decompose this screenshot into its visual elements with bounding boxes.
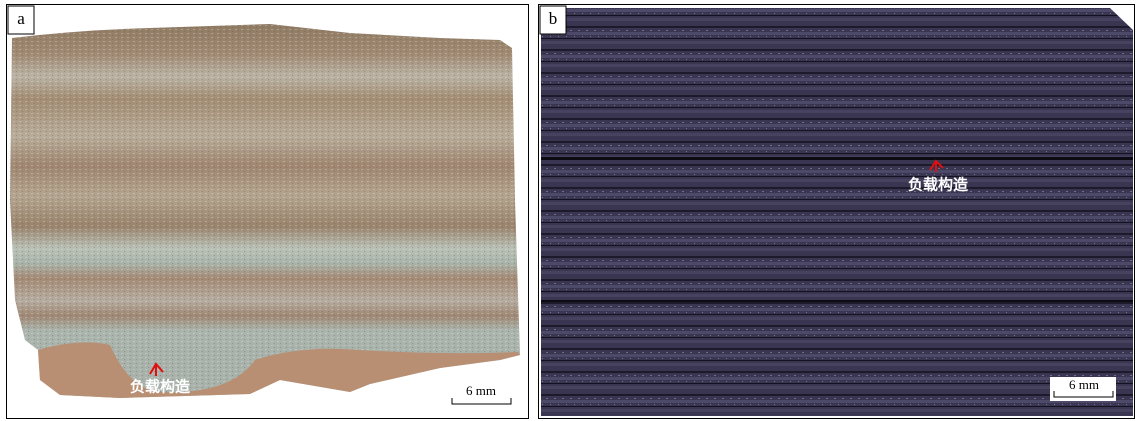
panel-label: a <box>17 9 25 28</box>
panel-label: b <box>549 9 558 28</box>
scale-label: 6 mm <box>466 383 496 398</box>
figure: a 负载构造 6 mm b 负载构造 6 mm <box>0 0 1136 421</box>
rock-sample <box>541 8 1133 416</box>
dark-lamina <box>541 300 1133 302</box>
annotation: 负载构造 <box>908 176 968 194</box>
rock-texture <box>10 24 520 398</box>
annotation: 负载构造 <box>130 378 190 396</box>
scale-label: 6 mm <box>1069 377 1099 392</box>
dark-lamina <box>541 157 1133 160</box>
